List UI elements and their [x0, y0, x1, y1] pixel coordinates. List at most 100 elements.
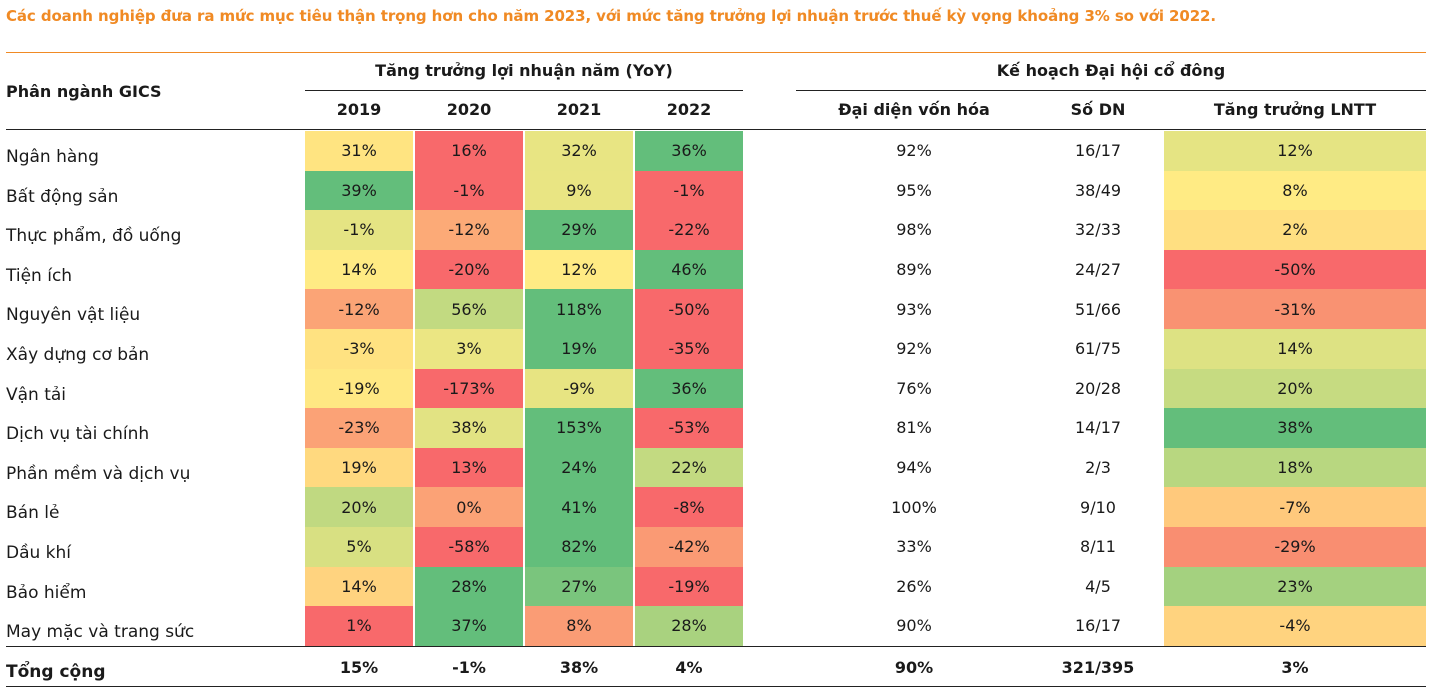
cell-plan-growth: 12% — [1164, 131, 1426, 171]
cell-market-cap: 92% — [896, 339, 932, 359]
sector-label: May mặc và trang sức — [6, 622, 195, 643]
cell-2021: -9% — [525, 368, 633, 409]
cell-market-cap: 100% — [891, 497, 937, 517]
cell-market-cap: 81% — [896, 418, 932, 438]
cell-2020: 3% — [415, 328, 523, 369]
total-divider — [6, 646, 1426, 647]
title-divider — [6, 52, 1426, 53]
cell-2022: -42% — [635, 526, 743, 567]
cell-market-cap: 98% — [896, 220, 932, 240]
cell-company-count: 32/33 — [1074, 220, 1122, 240]
cell-2021: 9% — [525, 170, 633, 211]
cell-market-cap: 95% — [896, 180, 932, 200]
table-row: Dầu khí 5% -58% 82% -42% 33% 8/11 -29% — [6, 526, 1426, 567]
cell-market-cap: 93% — [896, 299, 932, 319]
cell-2021: 32% — [525, 131, 633, 171]
cell-2019: 14% — [305, 249, 413, 290]
total-cell-company-count: 321/395 — [1061, 657, 1135, 677]
cell-2020: 0% — [415, 487, 523, 527]
cell-2022: -8% — [635, 487, 743, 527]
cell-2022: 46% — [635, 249, 743, 290]
cell-2022: 28% — [635, 606, 743, 646]
cell-2019: -23% — [305, 408, 413, 448]
cell-market-cap: 94% — [896, 458, 932, 478]
cell-company-count: 24/27 — [1074, 260, 1122, 280]
col-header-2021: 2021 — [556, 100, 602, 119]
table-row: Bảo hiểm 14% 28% 27% -19% 26% 4/5 23% — [6, 566, 1426, 607]
cell-2019: 31% — [305, 131, 413, 171]
cell-2021: 29% — [525, 210, 633, 250]
cell-company-count: 38/49 — [1074, 180, 1122, 200]
sector-label: Dầu khí — [6, 542, 72, 563]
cell-2020: -12% — [415, 210, 523, 250]
cell-2020: 28% — [415, 566, 523, 607]
cell-2021: 12% — [525, 249, 633, 290]
sector-label: Bảo hiểm — [6, 582, 87, 603]
col-header-company-count: Số DN — [1070, 100, 1126, 119]
plan-group-header: Kế hoạch Đại hội cổ đông — [996, 61, 1226, 80]
table-row: Thực phẩm, đồ uống -1% -12% 29% -22% 98% 32/33… — [6, 210, 1426, 250]
cell-market-cap: 90% — [896, 616, 932, 636]
total-cell-2019: 15% — [339, 657, 379, 677]
table-row: Vận tải -19% -173% -9% 36% 76% 20/28 20% — [6, 368, 1426, 409]
total-cell-plan-growth: 3% — [1281, 657, 1309, 677]
cell-2022: -1% — [635, 170, 743, 211]
cell-plan-growth: -29% — [1164, 526, 1426, 567]
col-header-plan-growth: Tăng trưởng LNTT — [1213, 100, 1377, 119]
cell-2021: 19% — [525, 328, 633, 369]
cell-2021: 82% — [525, 526, 633, 567]
page-title: Các doanh nghiệp đưa ra mức mục tiêu thậ… — [6, 7, 1216, 25]
growth-group-header: Tăng trưởng lợi nhuận năm (YoY) — [375, 61, 673, 80]
col-header-2022: 2022 — [666, 100, 712, 119]
cell-company-count: 2/3 — [1085, 458, 1111, 478]
cell-2019: -19% — [305, 368, 413, 409]
cell-2022: -19% — [635, 566, 743, 607]
sector-label: Tiện ích — [6, 265, 73, 286]
cell-2019: 14% — [305, 566, 413, 607]
sector-label: Xây dựng cơ bản — [6, 344, 150, 365]
total-label: Tổng cộng — [6, 662, 106, 682]
cell-2020: 56% — [415, 289, 523, 329]
sector-label: Thực phẩm, đồ uống — [6, 226, 182, 247]
cell-2019: 5% — [305, 526, 413, 567]
sector-label: Vận tải — [6, 384, 67, 405]
table-row: May mặc và trang sức 1% 37% 8% 28% 90% 16/17 -4… — [6, 606, 1426, 646]
sector-label: Nguyên vật liệu — [6, 305, 141, 326]
table-row: Nguyên vật liệu -12% 56% 118% -50% 93% 51/66 -3… — [6, 289, 1426, 329]
cell-2021: 24% — [525, 447, 633, 488]
cell-market-cap: 89% — [896, 260, 932, 280]
cell-2020: -173% — [415, 368, 523, 409]
header-divider — [6, 129, 1426, 130]
cell-2021: 8% — [525, 606, 633, 646]
cell-plan-growth: 2% — [1164, 210, 1426, 250]
cell-2019: -1% — [305, 210, 413, 250]
sector-label: Dịch vụ tài chính — [6, 424, 150, 445]
table-row: Dịch vụ tài chính -23% 38% 153% -53% 81% 14/17… — [6, 408, 1426, 448]
cell-2022: -22% — [635, 210, 743, 250]
cell-2019: 20% — [305, 487, 413, 527]
cell-company-count: 51/66 — [1074, 299, 1122, 319]
cell-company-count: 9/10 — [1080, 497, 1116, 517]
total-cell-2021: 38% — [559, 657, 599, 677]
cell-2019: -3% — [305, 328, 413, 369]
cell-2021: 153% — [525, 408, 633, 448]
cell-2022: -53% — [635, 408, 743, 448]
cell-market-cap: 26% — [896, 576, 932, 596]
cell-market-cap: 76% — [896, 378, 932, 398]
cell-company-count: 61/75 — [1074, 339, 1122, 359]
sector-label: Phần mềm và dịch vụ — [6, 463, 191, 484]
table-row: Bất động sản 39% -1% 9% -1% 95% 38/49 8% — [6, 170, 1426, 211]
col-header-2019: 2019 — [336, 100, 382, 119]
cell-2020: 38% — [415, 408, 523, 448]
sector-label: Ngân hàng — [6, 147, 99, 167]
total-cell-2020: -1% — [452, 657, 486, 677]
growth-group-divider — [305, 90, 743, 91]
cell-plan-growth: -31% — [1164, 289, 1426, 329]
cell-company-count: 4/5 — [1085, 576, 1111, 596]
total-cell-market-cap: 90% — [894, 657, 934, 677]
table-bottom-rule — [6, 686, 1426, 687]
cell-plan-growth: 14% — [1164, 328, 1426, 369]
cell-2022: 36% — [635, 131, 743, 171]
row-label-header: Phân ngành GICS — [6, 82, 162, 101]
table-row: Ngân hàng 31% 16% 32% 36% 92% 16/17 12% — [6, 131, 1426, 171]
